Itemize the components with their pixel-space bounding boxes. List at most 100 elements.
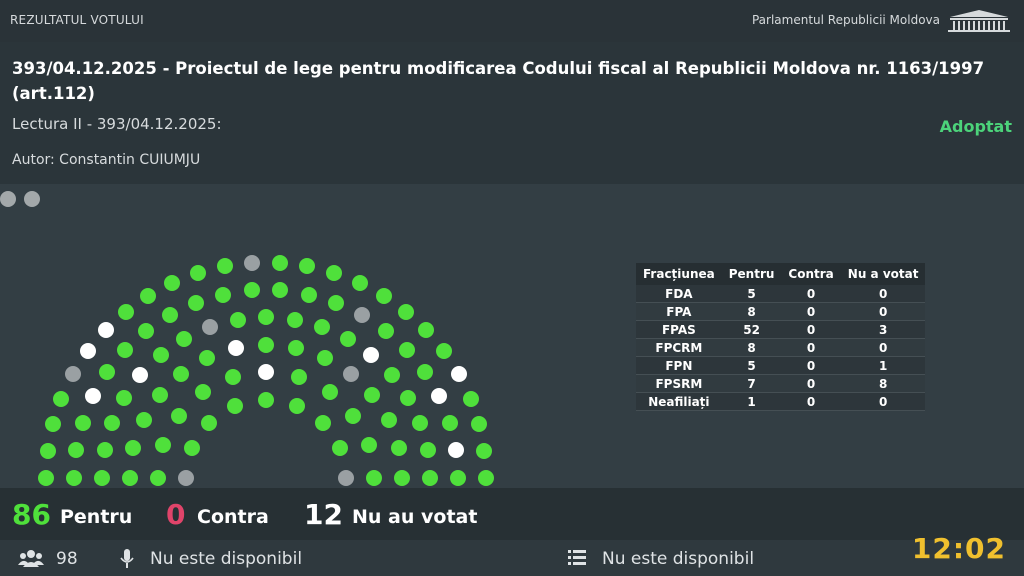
seat: [243, 282, 260, 299]
absent-cell: 0: [840, 338, 926, 357]
seat: [150, 470, 166, 486]
faction-name: FPCRM: [636, 338, 722, 357]
seat: [441, 414, 458, 431]
pentru-cell: 52: [721, 320, 782, 339]
pentru-label: Pentru: [60, 506, 133, 528]
seat: [314, 319, 331, 335]
table-row: FPN 5 0 1: [636, 356, 926, 375]
list-icon: [568, 550, 586, 565]
seat: [363, 346, 380, 363]
speaker-status: Nu este disponibil: [150, 549, 303, 569]
absent-label: Nu au votat: [352, 506, 478, 528]
seat: [38, 470, 54, 486]
faction-name: FPSRM: [636, 374, 722, 393]
seat: [65, 366, 82, 383]
seat: [377, 322, 394, 339]
seat: [351, 274, 368, 291]
seat: [132, 366, 149, 383]
seat: [97, 322, 114, 339]
seat: [291, 369, 308, 386]
contra-count: 0: [166, 498, 186, 531]
seat: [117, 303, 134, 320]
faction-name: FPA: [636, 302, 722, 321]
contra-cell: 0: [781, 338, 841, 357]
seat: [258, 336, 274, 353]
seat: [94, 470, 110, 486]
seat: [462, 390, 479, 407]
absent-count: 12: [304, 498, 343, 531]
seat: [85, 388, 101, 405]
seat: [201, 414, 218, 431]
seat: [151, 386, 168, 403]
seat: [394, 470, 410, 486]
seat: [140, 288, 157, 304]
seat: [400, 389, 416, 406]
contra-cell: 0: [781, 320, 841, 339]
seat: [447, 442, 464, 458]
parliament-building-icon: [948, 10, 1010, 32]
draft-title: 393/04.12.2025 - Proiectul de lege pentr…: [12, 59, 985, 103]
seat: [345, 407, 362, 424]
seat: [398, 342, 415, 358]
pentru-cell: 8: [721, 302, 782, 321]
absent-cell: 0: [840, 285, 926, 303]
seat: [44, 416, 61, 433]
seat: [74, 414, 91, 431]
seat: [178, 470, 194, 486]
seat: [216, 258, 233, 275]
column-header: Fracțiunea: [636, 263, 722, 285]
top-bar: REZULTATUL VOTULUI Parlamentul Republici…: [0, 0, 1024, 42]
seat: [272, 282, 289, 299]
seat: [300, 286, 317, 303]
seat: [116, 389, 132, 406]
microphone-icon: [120, 549, 134, 568]
contra-cell: 0: [781, 302, 841, 321]
seat: [66, 470, 82, 486]
seat: [176, 330, 192, 347]
seat: [190, 265, 206, 281]
pentru-count: 86: [12, 498, 51, 531]
seat: [342, 365, 359, 382]
seat: [416, 364, 433, 380]
faction-name: FPN: [636, 356, 722, 375]
faction-name: FPAS: [636, 320, 722, 339]
seat: [80, 343, 96, 360]
draft-header: 393/04.12.2025 - Proiectul de lege pentr…: [0, 42, 1024, 184]
seat: [103, 415, 120, 431]
seat: [288, 397, 305, 414]
pentru-cell: 1: [721, 392, 782, 411]
pentru-cell: 8: [721, 338, 782, 357]
footer-bar: 98 Nu este disponibil Nu este disponibil: [0, 540, 1024, 576]
seat: [194, 384, 211, 401]
seat: [117, 342, 134, 358]
seat: [331, 440, 348, 456]
seat: [328, 294, 345, 311]
absent-cell: 1: [840, 356, 926, 375]
factions-table: Fracțiunea Pentru Contra Nu a votat FDA …: [636, 263, 926, 411]
seat: [258, 309, 274, 326]
seat: [422, 470, 438, 486]
seat: [412, 415, 429, 431]
seat: [135, 412, 152, 429]
seat: [99, 364, 116, 380]
table-row: FPSRM 7 0 8: [636, 374, 926, 393]
seat: [314, 414, 331, 431]
absent-cell: 0: [840, 392, 926, 411]
seat: [338, 470, 354, 486]
indicator-dot: [0, 191, 16, 207]
seat: [450, 366, 467, 383]
seat: [360, 437, 377, 454]
seat: [173, 365, 190, 382]
pentru-cell: 5: [721, 285, 782, 303]
seat: [258, 364, 274, 381]
seat: [366, 470, 382, 486]
seat: [227, 397, 244, 414]
seat: [390, 440, 407, 457]
seat: [380, 412, 397, 429]
absent-cell: 3: [840, 320, 926, 339]
seat: [227, 340, 244, 357]
author-label: Autor: Constantin CUIUMJU: [12, 152, 201, 168]
seat: [152, 346, 169, 363]
seat: [450, 470, 466, 486]
hemicycle-seat-map: [0, 186, 520, 488]
